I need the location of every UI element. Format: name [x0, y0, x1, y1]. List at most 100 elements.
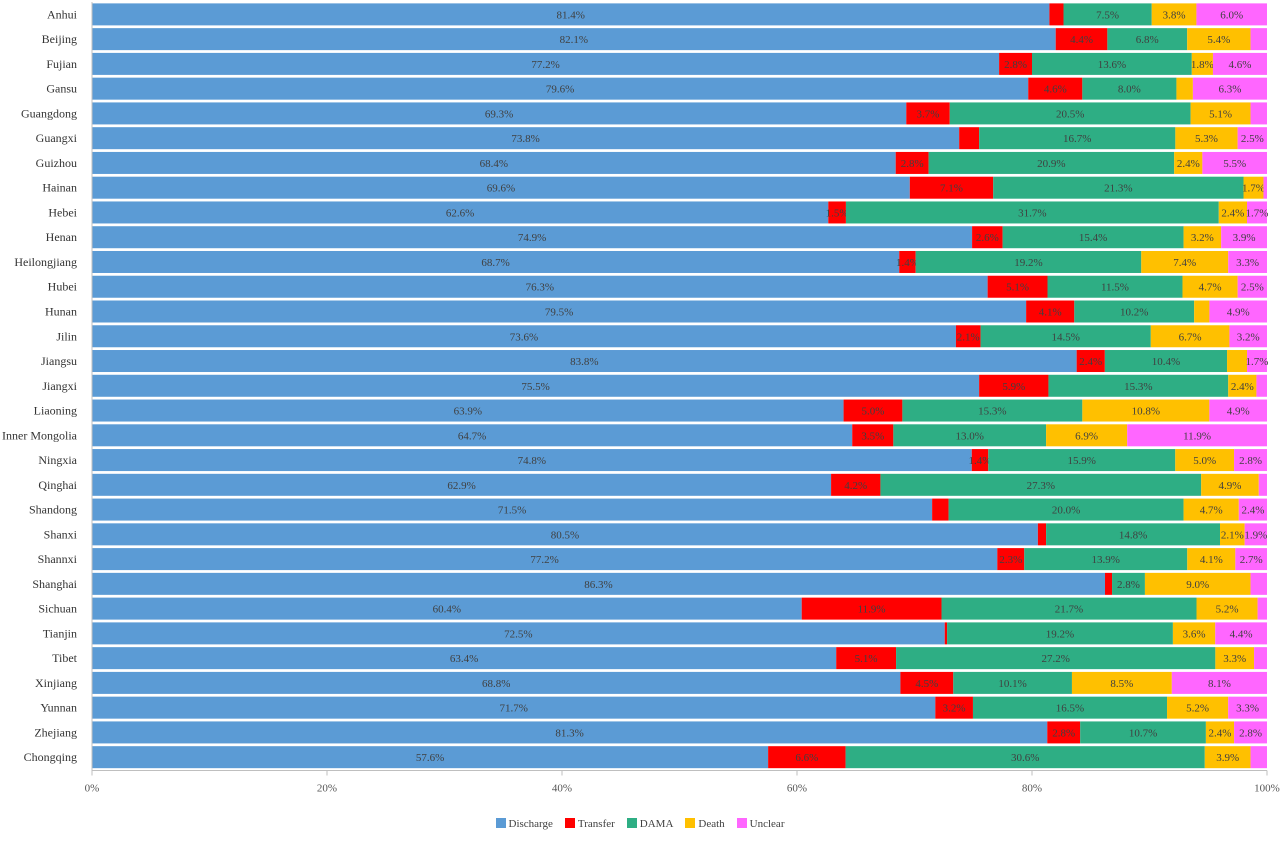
category-label: Jiangsu [41, 354, 77, 368]
data-label: 4.5% [915, 678, 938, 690]
data-label: 68.4% [480, 158, 508, 170]
legend-label: Unclear [749, 818, 785, 831]
data-label: 2.8% [1117, 579, 1140, 591]
data-label: 5.9% [1002, 381, 1025, 393]
bar-segment-unclear [1235, 548, 1267, 571]
category-label: Hebei [48, 205, 77, 219]
legend-swatch [685, 818, 696, 829]
data-label: 11.9% [1183, 430, 1211, 442]
data-label: 14.8% [1119, 529, 1147, 541]
bar-segment-unclear [1192, 77, 1267, 100]
bar-segment-dama [1082, 77, 1177, 100]
data-label: 20.5% [1056, 108, 1084, 120]
bar-segment-dama [1047, 275, 1183, 298]
data-label: 5.0% [1193, 455, 1216, 467]
data-label: 86.3% [584, 579, 612, 591]
bar-segment-discharge [92, 151, 896, 174]
bar-segment-transfer [768, 746, 846, 769]
bar-segment-transfer [1055, 28, 1108, 51]
data-label: 73.6% [510, 331, 538, 343]
bar-segment-transfer [1049, 3, 1064, 26]
bar-segment-dama [947, 622, 1173, 645]
data-label: 15.4% [1079, 232, 1107, 244]
data-label: 71.7% [499, 703, 527, 715]
category-label: Gansu [46, 82, 77, 96]
data-label: 68.7% [481, 257, 509, 269]
data-label: 16.5% [1056, 703, 1084, 715]
bar-segment-unclear [1247, 201, 1267, 224]
bar-segment-unclear [1215, 622, 1267, 645]
data-label: 2.6% [976, 232, 999, 244]
bar-segment-death [1071, 671, 1172, 694]
bar-segment-transfer [955, 325, 981, 348]
data-label: 3.2% [1237, 331, 1260, 343]
bar-segment-discharge [92, 350, 1077, 373]
bar-segment-dama [941, 597, 1197, 620]
x-tick-label: 20% [317, 783, 337, 795]
data-label: 27.3% [1027, 480, 1055, 492]
bar-segment-discharge [92, 77, 1029, 100]
bar-segment-transfer [1047, 721, 1081, 744]
bar-segment-discharge [92, 721, 1048, 744]
bar-segment-death [1082, 399, 1210, 422]
bar-segment-dama [845, 746, 1205, 769]
data-label: 2.5% [1241, 282, 1264, 294]
bar-segment-death [1176, 77, 1193, 100]
bar-segment-discharge [92, 572, 1106, 595]
category-label: Anhui [47, 7, 78, 21]
bar-segment-dama [1046, 523, 1220, 546]
data-label: 83.8% [570, 356, 598, 368]
bar-segment-discharge [92, 52, 1000, 75]
data-label: 3.6% [1183, 628, 1206, 640]
bar-segment-transfer [1076, 350, 1105, 373]
bar-segment-death [1172, 622, 1216, 645]
data-label: 2.4% [1209, 727, 1232, 739]
bar-segment-death [1167, 696, 1229, 719]
bar-segment-death [1046, 424, 1128, 447]
bar-segment-dama [915, 250, 1142, 273]
data-label: 6.6% [795, 752, 818, 764]
data-label: 63.4% [450, 653, 478, 665]
bar-segment-unclear [1263, 176, 1267, 199]
legend-item: Transfer [564, 818, 615, 830]
data-label: 82.1% [560, 34, 588, 46]
category-label: Qinghai [38, 478, 77, 492]
bar-segment-dama [949, 102, 1191, 125]
bar-segment-dama [980, 325, 1151, 348]
data-label: 15.3% [978, 406, 1006, 418]
bar-segment-discharge [92, 275, 988, 298]
bar-segment-discharge [92, 647, 837, 670]
data-label: 81.4% [556, 9, 584, 21]
bar-segment-transfer [959, 127, 980, 150]
legend-label: Death [698, 818, 725, 831]
data-label: 72.5% [504, 628, 532, 640]
data-label: 69.6% [487, 183, 515, 195]
bar-segment-death [1194, 300, 1210, 323]
data-label: 13.0% [956, 430, 984, 442]
category-label: Xinjiang [35, 676, 77, 690]
data-label: 73.8% [511, 133, 539, 145]
data-label: 8.5% [1110, 678, 1133, 690]
bar-segment-dama [1074, 300, 1195, 323]
bar-segment-unclear [1237, 127, 1267, 150]
data-label: 13.9% [1092, 554, 1120, 566]
data-label: 21.3% [1104, 183, 1132, 195]
data-label: 4.4% [1230, 628, 1253, 640]
data-label: 2.4% [1231, 381, 1254, 393]
data-label: 5.3% [1195, 133, 1218, 145]
bar-segment-unclear [1228, 696, 1267, 719]
data-label: 80.5% [551, 529, 579, 541]
data-label: 10.7% [1129, 727, 1157, 739]
data-label: 75.5% [521, 381, 549, 393]
data-label: 2.5% [1241, 133, 1264, 145]
bar-segment-dama [1104, 350, 1228, 373]
data-label: 5.1% [1006, 282, 1029, 294]
data-label: 1.7% [1246, 207, 1269, 219]
category-label: Hubei [48, 280, 78, 294]
data-label: 3.7% [917, 108, 940, 120]
data-label: 5.5% [1223, 158, 1246, 170]
data-label: 3.2% [1191, 232, 1214, 244]
bar-segment-unclear [1196, 3, 1267, 26]
bar-segment-unclear [1221, 226, 1267, 249]
data-label: 2.3% [999, 554, 1022, 566]
